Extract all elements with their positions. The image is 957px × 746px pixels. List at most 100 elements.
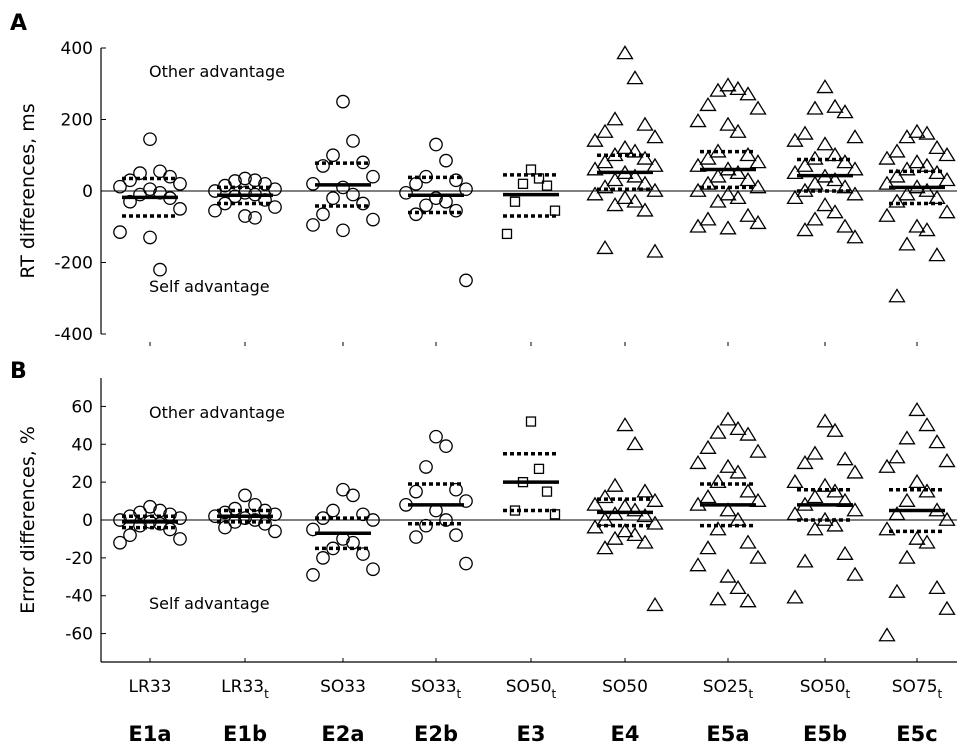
data-point: [816, 136, 834, 151]
series-3: [399, 429, 473, 571]
data-point: [888, 143, 906, 158]
data-point: [218, 505, 232, 520]
data-point: [806, 521, 824, 536]
data-point: [699, 150, 717, 165]
data-point: [509, 505, 521, 516]
data-point: [525, 416, 537, 427]
data-point: [326, 541, 340, 556]
data-point: [606, 172, 624, 187]
data-point: [826, 172, 844, 187]
data-point: [699, 439, 717, 454]
data-point: [709, 591, 727, 606]
data-point: [208, 184, 222, 198]
data-point: [346, 187, 360, 202]
data-point: [439, 513, 453, 527]
data-point: [739, 593, 757, 608]
data-point: [409, 207, 423, 222]
annotation-other-advantage: Other advantage: [149, 403, 285, 422]
data-point: [806, 445, 824, 460]
data-point: [616, 45, 634, 60]
data-point: [729, 464, 747, 479]
data-point: [326, 503, 340, 518]
data-point: [836, 545, 854, 560]
data-point: [719, 186, 737, 201]
data-point: [729, 80, 747, 96]
data-point: [846, 502, 864, 517]
data-point: [366, 169, 380, 184]
data-point: [173, 177, 187, 191]
data-point: [898, 430, 916, 445]
data-point: [908, 123, 926, 138]
data-point: [366, 513, 380, 527]
data-point: [898, 129, 916, 144]
experiment-label: E5b: [803, 722, 847, 746]
experiment-label: E2b: [414, 722, 458, 746]
data-point: [449, 528, 463, 542]
series-0: [113, 132, 187, 277]
data-point: [646, 515, 664, 530]
data-point: [606, 197, 624, 212]
data-point: [113, 535, 127, 550]
experiment-label: E4: [611, 722, 640, 746]
data-point: [806, 150, 824, 165]
data-point: [163, 522, 177, 537]
data-point: [826, 204, 844, 219]
data-point: [646, 129, 664, 144]
y-tick-label: 60: [71, 397, 93, 417]
data-point: [918, 157, 936, 172]
data-point: [888, 288, 906, 303]
data-point: [846, 161, 864, 176]
data-point: [238, 511, 252, 525]
data-point: [409, 530, 423, 544]
data-point: [928, 434, 946, 449]
data-point: [918, 534, 936, 549]
data-point: [719, 220, 737, 235]
data-point: [908, 473, 926, 489]
experiment-label: E5c: [896, 722, 937, 746]
data-point: [596, 123, 614, 138]
panel-b: B 60 40 20 0 -20 -40 -60 Error differences, % Oth…: [10, 359, 957, 663]
data-point: [596, 511, 614, 526]
data-point: [908, 154, 926, 169]
data-point: [908, 218, 926, 233]
data-point: [356, 547, 370, 561]
data-point: [596, 540, 614, 555]
data-point: [153, 503, 167, 518]
data-point: [636, 116, 654, 131]
data-point: [248, 513, 262, 527]
data-point: [709, 193, 727, 208]
data-point: [646, 157, 664, 172]
data-point: [699, 96, 717, 112]
data-point: [541, 180, 553, 191]
data-point: [806, 489, 824, 504]
data-point: [449, 482, 463, 497]
data-point: [749, 179, 767, 194]
data-point: [699, 211, 717, 226]
data-point: [816, 197, 834, 212]
data-point: [796, 222, 814, 237]
data-point: [888, 168, 906, 183]
data-point: [429, 429, 443, 444]
data-point: [501, 228, 513, 240]
data-point: [709, 82, 727, 97]
data-point: [786, 473, 804, 489]
data-point: [616, 523, 634, 538]
data-point: [449, 203, 463, 218]
data-point: [419, 169, 433, 184]
data-point: [646, 243, 664, 258]
data-point: [729, 123, 747, 138]
data-point: [123, 194, 137, 209]
data-point: [816, 511, 834, 526]
data-point: [306, 218, 320, 232]
data-point: [616, 189, 634, 205]
panel-letter: B: [10, 359, 27, 384]
y-tick-label: 200: [61, 111, 93, 131]
data-point: [316, 159, 330, 173]
data-point: [616, 139, 634, 155]
data-point: [918, 222, 936, 237]
data-point: [878, 521, 896, 536]
experiment-label: E2a: [321, 722, 364, 746]
series-5: [586, 417, 664, 612]
data-point: [816, 413, 834, 428]
data-point: [636, 150, 654, 165]
